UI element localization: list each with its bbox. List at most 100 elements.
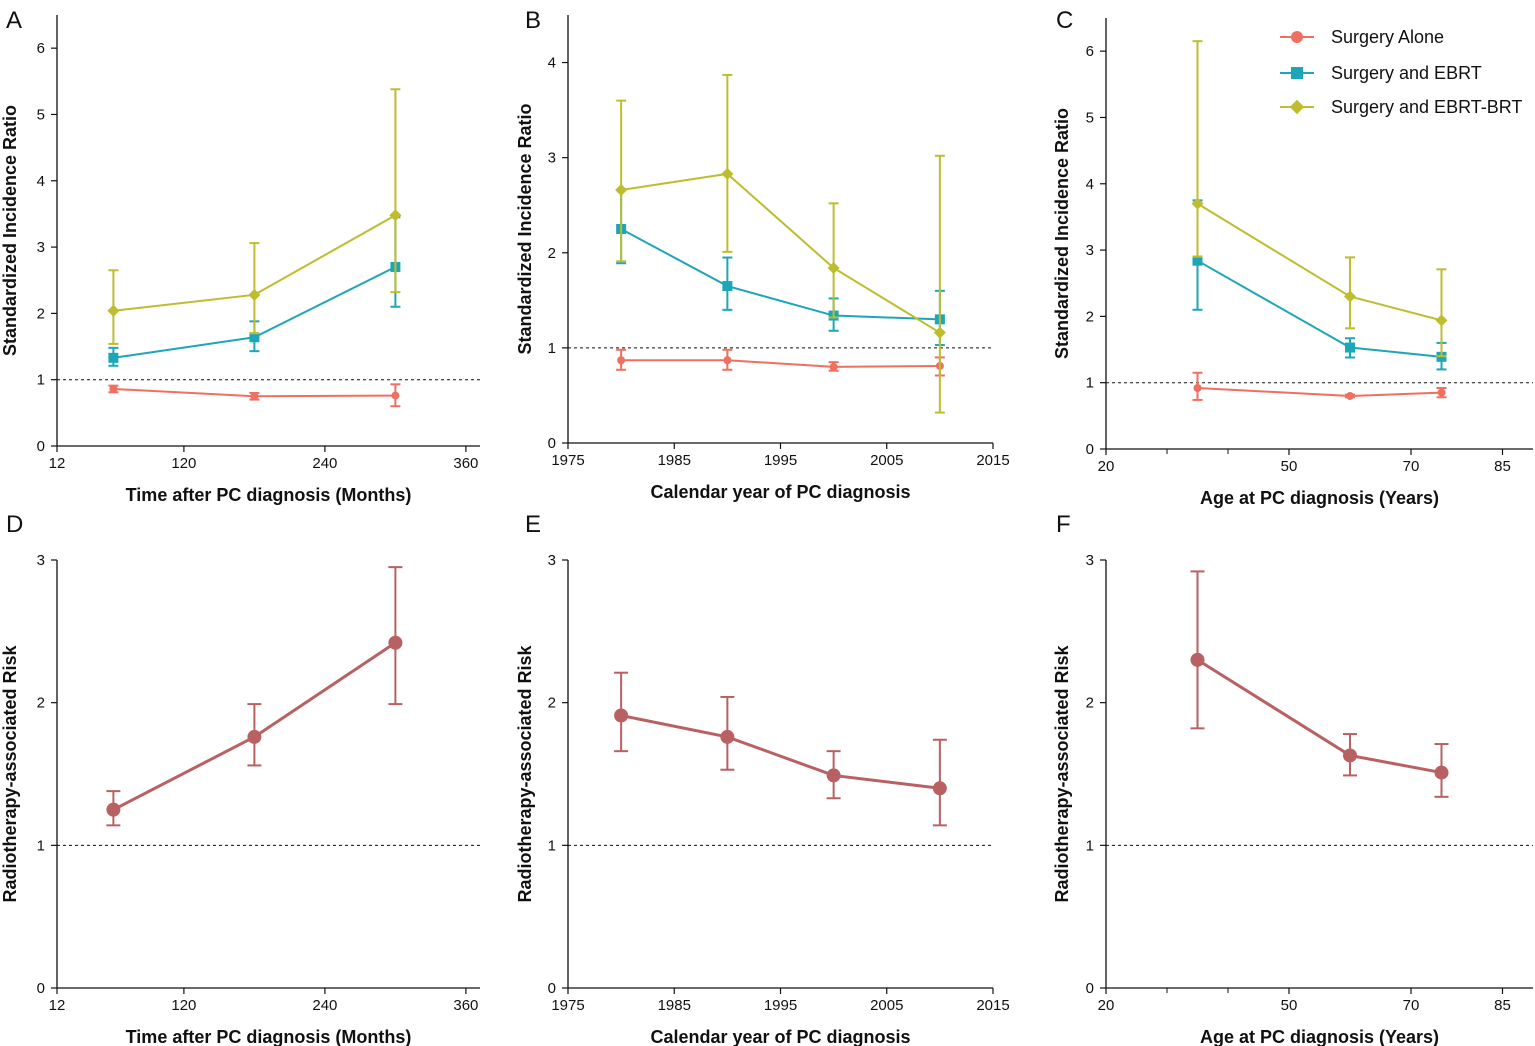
x-axis-title: Calendar year of PC diagnosis [650,482,910,502]
data-point [250,392,259,401]
y-tick-label: 6 [1086,43,1094,60]
x-tick-label: 85 [1494,458,1511,475]
x-tick-label: 1985 [658,452,691,469]
series-surgery-ebrt [616,189,945,347]
x-tick-label: 50 [1281,997,1298,1014]
data-point [1191,197,1204,210]
series-line [620,228,940,321]
panel-f: F 0 1 2 3 20 50 70 85 Age at PC diagnosis (Years)… [1052,511,1533,1046]
data-point [829,362,838,371]
series-line [621,359,940,368]
series-risk [1190,570,1449,798]
y-tick-label: 0 [1086,980,1094,997]
series-line [620,714,941,790]
series-surgery-ebrt-brt [615,73,946,414]
series-risk [614,671,947,827]
x-tick-label: 12 [49,455,66,472]
panel-letter: D [6,511,23,538]
y-tick-label: 5 [1086,109,1094,126]
legend-item-surgery-ebrt: Surgery and EBRT [1280,63,1482,83]
series-surgery-alone [616,348,945,377]
y-axis-title: Standardized Incidence Ratio [0,105,20,356]
x-tick-label: 1985 [658,997,691,1014]
x-tick-label: 240 [312,455,337,472]
panel-letter: E [525,511,541,538]
y-tick-label: 2 [548,695,556,712]
data-point [933,326,946,339]
data-point [389,209,402,222]
series-risk [106,566,403,827]
data-point [388,635,403,650]
y-tick-label: 0 [37,438,45,455]
legend-marker [1291,67,1303,79]
panel-b: B 0 1 2 3 4 1975 1985 1995 2005 2015 Calendar year … [515,7,1010,502]
x-tick-label: 12 [49,997,66,1014]
data-point [1434,765,1449,780]
y-tick-label: 1 [1086,837,1094,854]
legend-marker [1289,99,1305,115]
data-point [1437,388,1446,397]
legend-item-surgery-alone: Surgery Alone [1280,27,1444,47]
panel-letter: B [525,7,541,34]
data-point [249,332,260,343]
panel-letter: F [1056,511,1071,538]
y-tick-label: 4 [37,173,45,190]
x-axis-title: Time after PC diagnosis (Months) [126,485,412,505]
series-line [1197,259,1442,358]
x-tick-label: 20 [1098,458,1115,475]
y-tick-label: 0 [37,980,45,997]
y-tick-label: 6 [37,40,45,57]
x-axis-title: Age at PC diagnosis (Years) [1200,488,1439,508]
data-point [721,167,734,180]
data-point [247,729,262,744]
y-tick-label: 1 [1086,375,1094,392]
x-tick-label: 360 [453,455,478,472]
y-tick-label: 0 [1086,441,1094,458]
y-tick-label: 3 [1086,552,1094,569]
y-tick-label: 2 [1086,308,1094,325]
x-tick-label: 240 [312,997,337,1014]
y-axis-title: Standardized Incidence Ratio [515,103,535,354]
data-point [1345,342,1355,353]
series-surgery-alone [1192,371,1447,401]
y-tick-label: 0 [548,435,556,452]
series-line [1197,386,1442,397]
y-tick-label: 2 [1086,695,1094,712]
x-tick-label: 120 [171,997,196,1014]
series-line [620,172,941,334]
y-tick-label: 1 [37,372,45,389]
data-point [107,304,120,317]
data-point [1343,748,1357,763]
data-point [614,708,629,723]
data-point [932,781,947,796]
legend-item-surgery-ebrt-brt: Surgery and EBRT-BRT [1280,97,1522,117]
panel-e: E 0 1 2 3 1975 1985 1995 2005 2015 Calendar year o… [515,511,1010,1046]
y-tick-label: 2 [37,695,45,712]
data-point [1190,652,1205,667]
data-point [1346,391,1354,400]
y-tick-label: 1 [548,837,556,854]
data-point [391,391,400,400]
x-axis-title: Time after PC diagnosis (Months) [126,1027,412,1046]
data-point [1193,383,1202,392]
y-tick-label: 3 [37,239,45,256]
x-tick-label: 2015 [976,452,1009,469]
y-tick-label: 3 [548,552,556,569]
series-surgery-alone [108,383,401,408]
legend-marker [1291,31,1303,43]
x-tick-label: 2015 [976,997,1009,1014]
y-tick-label: 3 [1086,242,1094,259]
data-point [1344,290,1356,303]
y-axis-title: Radiotherapy-associated Risk [0,644,20,902]
y-tick-label: 3 [37,552,45,569]
y-tick-label: 1 [37,837,45,854]
x-tick-label: 70 [1403,458,1420,475]
legend-label: Surgery and EBRT-BRT [1331,97,1522,117]
x-tick-label: 1975 [551,997,584,1014]
x-tick-label: 85 [1494,997,1511,1014]
legend-label: Surgery Alone [1331,27,1444,47]
series-surgery-ebrt-brt [1191,40,1448,358]
series-line [1196,658,1442,775]
